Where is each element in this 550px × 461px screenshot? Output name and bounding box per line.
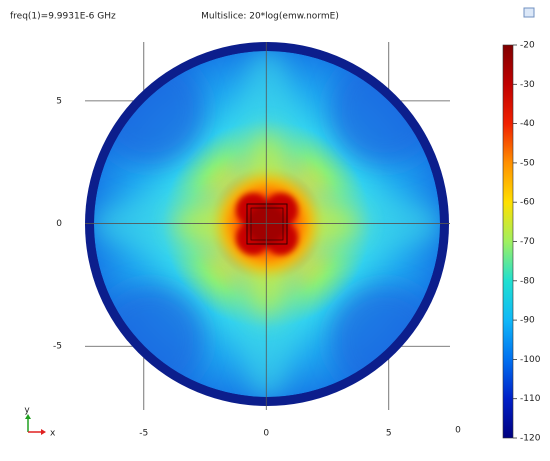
colorbar-tick-label: -30	[520, 80, 535, 90]
colorbar-tick-label: -40	[520, 119, 535, 129]
source-box	[246, 203, 288, 245]
colorbar	[502, 44, 514, 439]
colorbar-tick-label: -50	[520, 158, 535, 168]
x-tick-label: 5	[386, 429, 392, 439]
colorbar-tick-label: -60	[520, 198, 535, 208]
y-tick-label: -5	[53, 342, 62, 352]
plot-title: Multislice: 20*log(emw.normE)	[201, 12, 339, 22]
frequency-label: freq(1)=9.9931E-6 GHz	[10, 12, 116, 22]
axis-triad: y x	[24, 406, 56, 439]
y-tick-label: 5	[56, 96, 62, 106]
x-tick-label: 0	[263, 429, 269, 439]
colorbar-tick-label: -20	[520, 41, 535, 51]
triad-x-label: x	[50, 429, 56, 439]
triad-y-label: y	[24, 406, 30, 416]
colorbar-tick-label: -80	[520, 276, 535, 286]
colorbar-tick-label: -100	[520, 355, 541, 365]
colorbar-tick-label: -70	[520, 237, 535, 247]
colorbar-tick-label: -120	[520, 434, 541, 444]
source-box	[250, 207, 284, 241]
colorbar-tick-label: -90	[520, 316, 535, 326]
annotation: 0	[455, 426, 461, 436]
x-tick-label: -5	[139, 429, 148, 439]
field	[85, 42, 449, 406]
colorbar-tick-label: -110	[520, 394, 541, 404]
toolbar-icon[interactable]	[523, 7, 535, 18]
y-tick-label: 0	[56, 219, 62, 229]
